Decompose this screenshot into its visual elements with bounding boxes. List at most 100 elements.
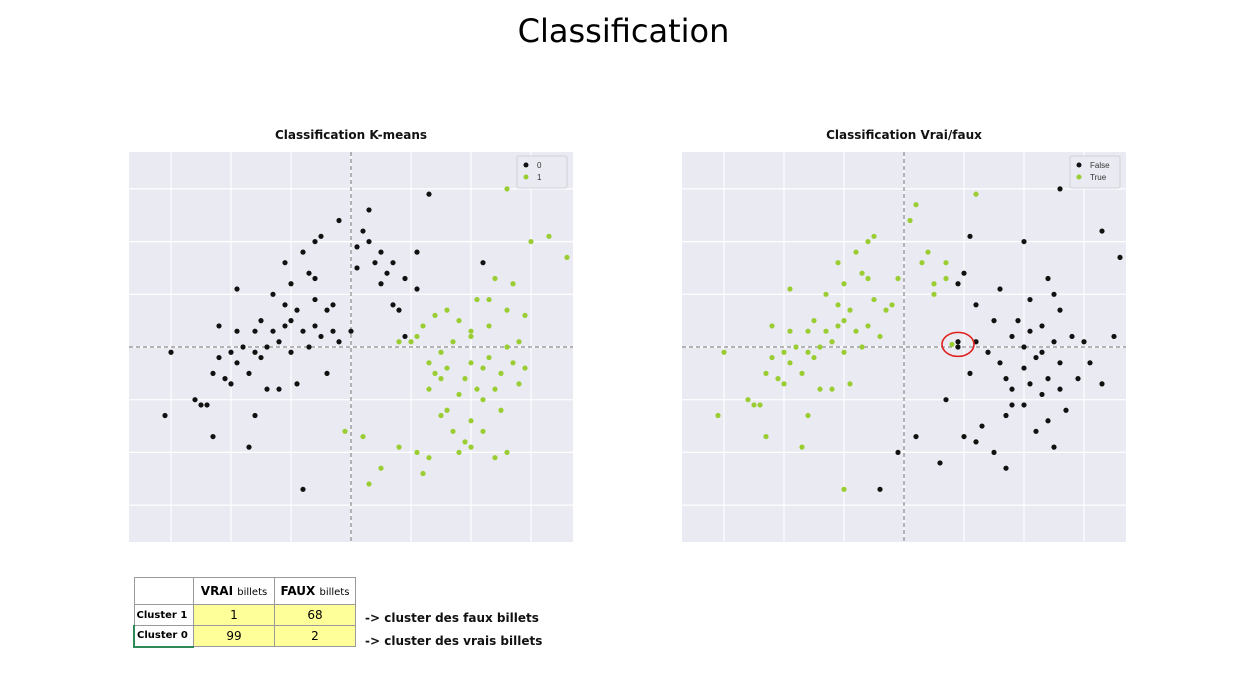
- data-point-series-0: [300, 328, 306, 334]
- data-point-series-0: [204, 402, 210, 408]
- data-point-series-0: [240, 344, 246, 350]
- data-point-series-0: [991, 449, 997, 456]
- data-point-series-0: [943, 397, 949, 403]
- data-point-series-0: [228, 349, 234, 355]
- data-point-series-1: [757, 402, 763, 408]
- data-point-series-1: [480, 365, 486, 371]
- data-point-series-1: [426, 455, 432, 461]
- data-point-series-1: [841, 486, 847, 492]
- legend-marker: [1076, 162, 1082, 168]
- data-point-series-0: [1045, 418, 1051, 424]
- data-point-series-0: [288, 318, 294, 324]
- data-point-series-1: [510, 281, 516, 287]
- data-point-series-0: [1003, 412, 1009, 419]
- data-point-series-0: [246, 370, 252, 376]
- data-point-series-0: [961, 433, 967, 440]
- data-point-series-1: [522, 365, 528, 371]
- data-point-series-1: [829, 339, 835, 345]
- data-point-series-1: [468, 360, 474, 366]
- legend-label: True: [1090, 173, 1107, 182]
- data-point-series-0: [264, 344, 270, 350]
- data-point-series-0: [312, 323, 318, 329]
- data-point-series-1: [811, 354, 817, 361]
- data-point-series-1: [504, 186, 510, 192]
- legend-marker: [523, 174, 529, 180]
- data-point-series-1: [342, 428, 348, 434]
- data-point-series-0: [1009, 333, 1015, 340]
- data-point-series-0: [426, 191, 432, 197]
- data-point-series-1: [414, 333, 420, 340]
- data-point-series-0: [967, 233, 973, 239]
- data-point-series-0: [276, 386, 282, 392]
- data-point-series-0: [1009, 402, 1015, 408]
- data-point-series-1: [835, 323, 841, 329]
- table-header-row: VRAI billets FAUX billets: [133, 577, 356, 605]
- column-header-faux-unit: billets: [319, 587, 350, 598]
- data-point-series-1: [378, 465, 384, 471]
- cell-cluster-1-faux: 68: [274, 604, 356, 626]
- data-point-series-0: [288, 349, 294, 355]
- legend-marker: [1076, 174, 1082, 180]
- legend-box: [516, 155, 568, 189]
- data-point-series-0: [1027, 296, 1033, 303]
- data-point-series-0: [252, 412, 258, 419]
- data-point-series-1: [817, 344, 823, 350]
- data-point-series-1: [456, 318, 462, 324]
- data-point-series-1: [504, 449, 510, 456]
- data-point-series-0: [1021, 344, 1027, 350]
- data-point-series-0: [210, 370, 216, 376]
- data-point-series-0: [222, 376, 228, 382]
- data-point-series-1: [396, 339, 402, 345]
- data-point-series-0: [258, 354, 264, 361]
- column-header-vrai-label: VRAI: [200, 584, 234, 598]
- data-point-series-0: [1015, 318, 1021, 324]
- data-point-series-0: [330, 302, 336, 308]
- data-point-series-1: [486, 323, 492, 329]
- data-point-series-1: [516, 381, 522, 387]
- data-point-series-1: [943, 260, 949, 266]
- data-point-series-1: [504, 344, 510, 350]
- data-point-series-1: [414, 449, 420, 456]
- table-corner-cell: [133, 577, 194, 605]
- data-point-series-1: [781, 381, 787, 387]
- data-point-series-0: [276, 339, 282, 345]
- data-point-series-1: [438, 349, 444, 355]
- data-point-series-0: [318, 333, 324, 340]
- data-point-series-1: [895, 275, 901, 282]
- data-point-series-0: [252, 328, 258, 334]
- data-point-series-0: [318, 233, 324, 239]
- data-point-series-0: [1021, 402, 1027, 408]
- data-point-series-1: [426, 360, 432, 366]
- data-point-series-0: [312, 275, 318, 282]
- data-point-series-1: [426, 386, 432, 392]
- confusion-table: VRAI billets FAUX billets Cluster 1 1 68…: [133, 577, 356, 648]
- data-point-series-1: [931, 291, 937, 297]
- data-point-series-1: [745, 397, 751, 403]
- data-point-series-1: [925, 249, 931, 255]
- data-point-series-1: [516, 339, 522, 345]
- data-point-series-1: [931, 281, 937, 287]
- data-point-series-0: [414, 286, 420, 292]
- data-point-series-1: [444, 407, 450, 413]
- legend-label: False: [1090, 161, 1110, 170]
- data-point-series-0: [955, 344, 961, 350]
- data-point-series-0: [1057, 186, 1063, 192]
- data-point-series-0: [354, 244, 360, 250]
- data-point-series-0: [210, 433, 216, 440]
- note-cluster-0: -> cluster des vrais billets: [365, 634, 543, 648]
- data-point-series-0: [390, 302, 396, 308]
- data-point-series-1: [564, 254, 570, 261]
- data-point-series-1: [805, 412, 811, 419]
- data-point-series-1: [456, 391, 462, 398]
- data-point-series-0: [1045, 275, 1051, 282]
- data-point-series-1: [468, 444, 474, 450]
- table-row-cluster-1: Cluster 1 1 68: [133, 604, 356, 626]
- data-point-series-0: [264, 386, 270, 392]
- data-point-series-1: [546, 233, 552, 239]
- data-point-series-1: [865, 275, 871, 282]
- data-point-series-0: [306, 270, 312, 276]
- data-point-series-0: [384, 270, 390, 276]
- chart-title-left: Classification K-means: [275, 128, 427, 142]
- data-point-series-0: [1099, 381, 1105, 387]
- data-point-series-1: [438, 376, 444, 382]
